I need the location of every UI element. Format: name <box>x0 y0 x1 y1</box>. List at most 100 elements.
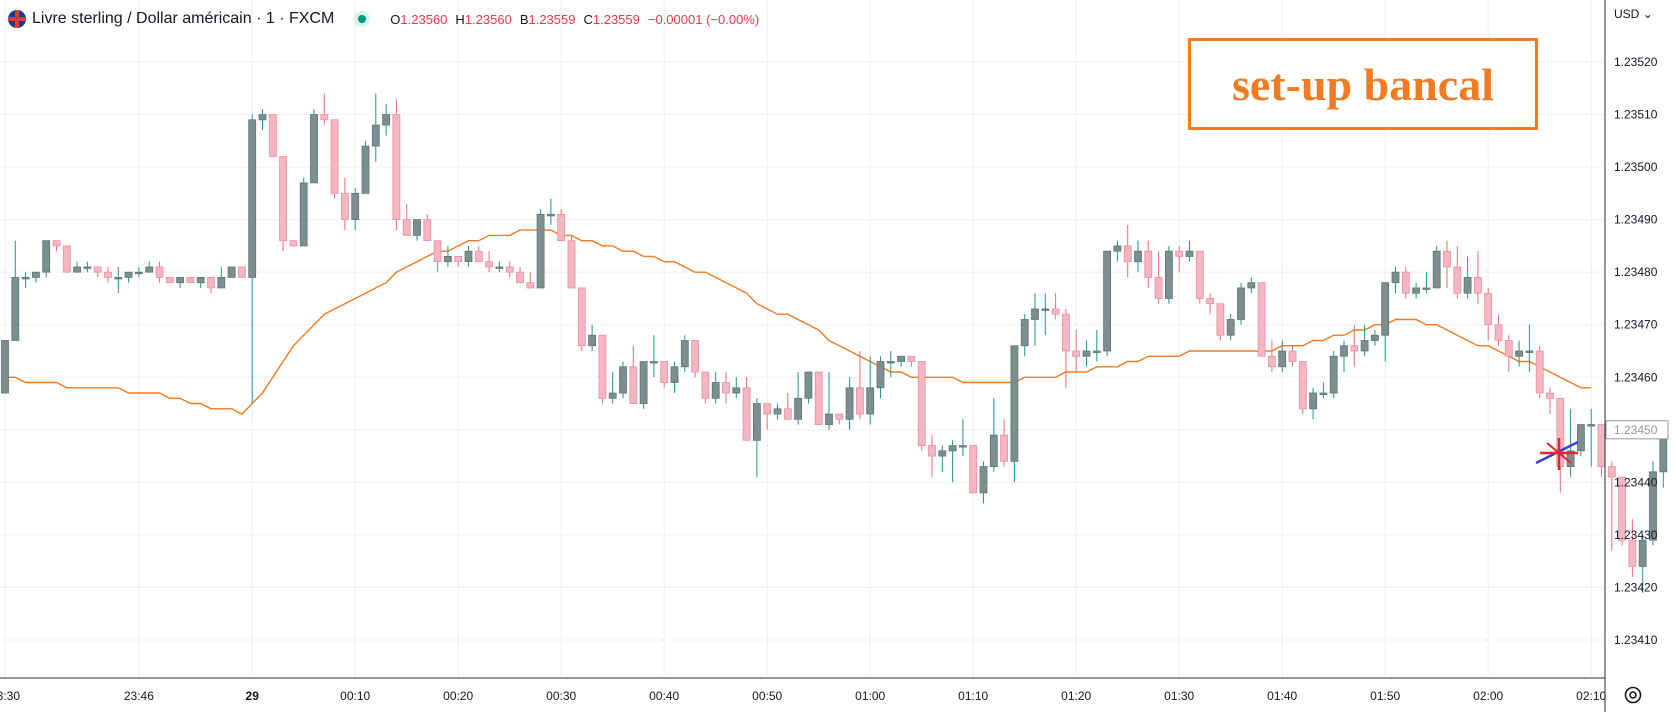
candle-body <box>134 271 143 275</box>
time-tick-label: 00:10 <box>340 689 370 703</box>
moving-average <box>5 229 1592 415</box>
time-tick-label: 01:30 <box>1164 689 1194 703</box>
candle-body <box>464 250 473 263</box>
candle-up <box>639 361 648 409</box>
candle-body <box>1649 471 1657 541</box>
time-tick-label: 23:30 <box>0 689 20 703</box>
candle-body <box>959 445 967 448</box>
candle-up <box>443 245 452 267</box>
ohlc-high-key: H <box>455 11 465 27</box>
candle-body <box>1154 277 1163 299</box>
candle-up <box>1412 282 1420 299</box>
candle-body <box>227 266 236 278</box>
time-tick-label: 00:20 <box>443 689 473 703</box>
candle-body <box>1020 319 1029 347</box>
annotation-box[interactable]: set-up bancal <box>1188 38 1538 130</box>
candle-body <box>1350 345 1359 352</box>
candle-down <box>763 403 772 430</box>
candle-body <box>351 192 360 221</box>
candle-up <box>258 109 267 131</box>
candle-down <box>1484 287 1493 341</box>
candle-down <box>856 351 864 420</box>
candle-down <box>1123 224 1132 278</box>
candle-body <box>248 119 257 278</box>
candle-body <box>650 361 658 364</box>
settings-gear-icon[interactable] <box>1622 684 1644 706</box>
candle-body <box>382 114 391 126</box>
candle-body <box>557 213 566 242</box>
candle-body <box>1103 250 1111 352</box>
candle-up <box>83 261 92 273</box>
candle-down <box>1494 314 1503 346</box>
candle-body <box>1474 277 1482 294</box>
ohlc-bid-value: 1.23559 <box>528 11 576 27</box>
candle-body <box>1226 319 1235 336</box>
candle-up <box>1638 534 1647 593</box>
candle-body <box>402 219 411 236</box>
candle-up <box>1319 382 1328 399</box>
time-tick-label: 01:10 <box>958 689 988 703</box>
candle-down <box>186 277 195 284</box>
candle-body <box>701 371 710 399</box>
market-status-icon[interactable] <box>354 11 371 27</box>
symbol-title[interactable]: Livre sterling / Dollar américain · 1 · … <box>32 10 335 27</box>
price-tick-label: 1.23470 <box>1614 318 1658 332</box>
candle-body <box>1082 350 1091 357</box>
candle-body <box>876 361 885 389</box>
candle-down <box>237 266 246 278</box>
candle-body <box>1381 282 1390 336</box>
time-tick-label: 02:00 <box>1473 689 1503 703</box>
price-tick-label: 1.23480 <box>1614 265 1658 279</box>
candle-body <box>1422 287 1431 290</box>
candle-body <box>207 277 215 289</box>
candle-body <box>917 361 926 446</box>
candle-body <box>1525 350 1534 353</box>
candle-body <box>1000 434 1008 462</box>
candle-body <box>1607 466 1616 478</box>
annotation-text: set-up bancal <box>1232 58 1494 110</box>
current-price-badge <box>1605 420 1669 440</box>
candle-down <box>567 235 576 289</box>
candle-body <box>567 240 576 289</box>
candle-down <box>289 240 298 247</box>
candle-body <box>21 277 30 280</box>
candle-body <box>1504 340 1513 357</box>
candle-down <box>1216 303 1225 341</box>
candle-up <box>1463 256 1472 299</box>
candle-body <box>804 371 813 399</box>
candle-body <box>1371 334 1379 341</box>
candle-body <box>907 355 916 362</box>
candle-body <box>1618 476 1626 541</box>
candle-up <box>114 266 123 294</box>
candle-body <box>1206 298 1214 305</box>
candle-body <box>237 266 246 278</box>
candle-body <box>938 450 947 457</box>
candle-up <box>371 93 380 162</box>
currency-selector[interactable]: USD ⌄ <box>1614 7 1653 21</box>
ohlc-values: O1.23560 H1.23560 B1.23559 C1.23559 −0.0… <box>390 12 759 27</box>
candle-down <box>577 287 586 351</box>
candle-body <box>1123 245 1132 263</box>
candle-body <box>1546 392 1554 399</box>
candle-up <box>361 140 370 194</box>
chevron-down-icon: ⌄ <box>1642 7 1653 21</box>
candle-up <box>196 277 205 288</box>
candle-up <box>866 356 875 425</box>
candle-body <box>1494 324 1503 341</box>
candle-body <box>619 366 627 394</box>
candle-body <box>413 219 421 236</box>
time-tick-label: 01:40 <box>1267 689 1297 703</box>
candle-body <box>320 114 329 121</box>
candle-up <box>1577 424 1585 457</box>
time-tick-label: 02:10 <box>1576 689 1606 703</box>
candle-body <box>392 114 401 221</box>
price-tick-label: 1.23410 <box>1614 633 1658 647</box>
candle-body <box>1072 350 1081 357</box>
candle-down <box>433 240 442 273</box>
candle-up <box>73 261 81 273</box>
candle-up <box>145 261 154 273</box>
candle-up <box>382 104 391 136</box>
candle-down <box>1628 519 1637 577</box>
